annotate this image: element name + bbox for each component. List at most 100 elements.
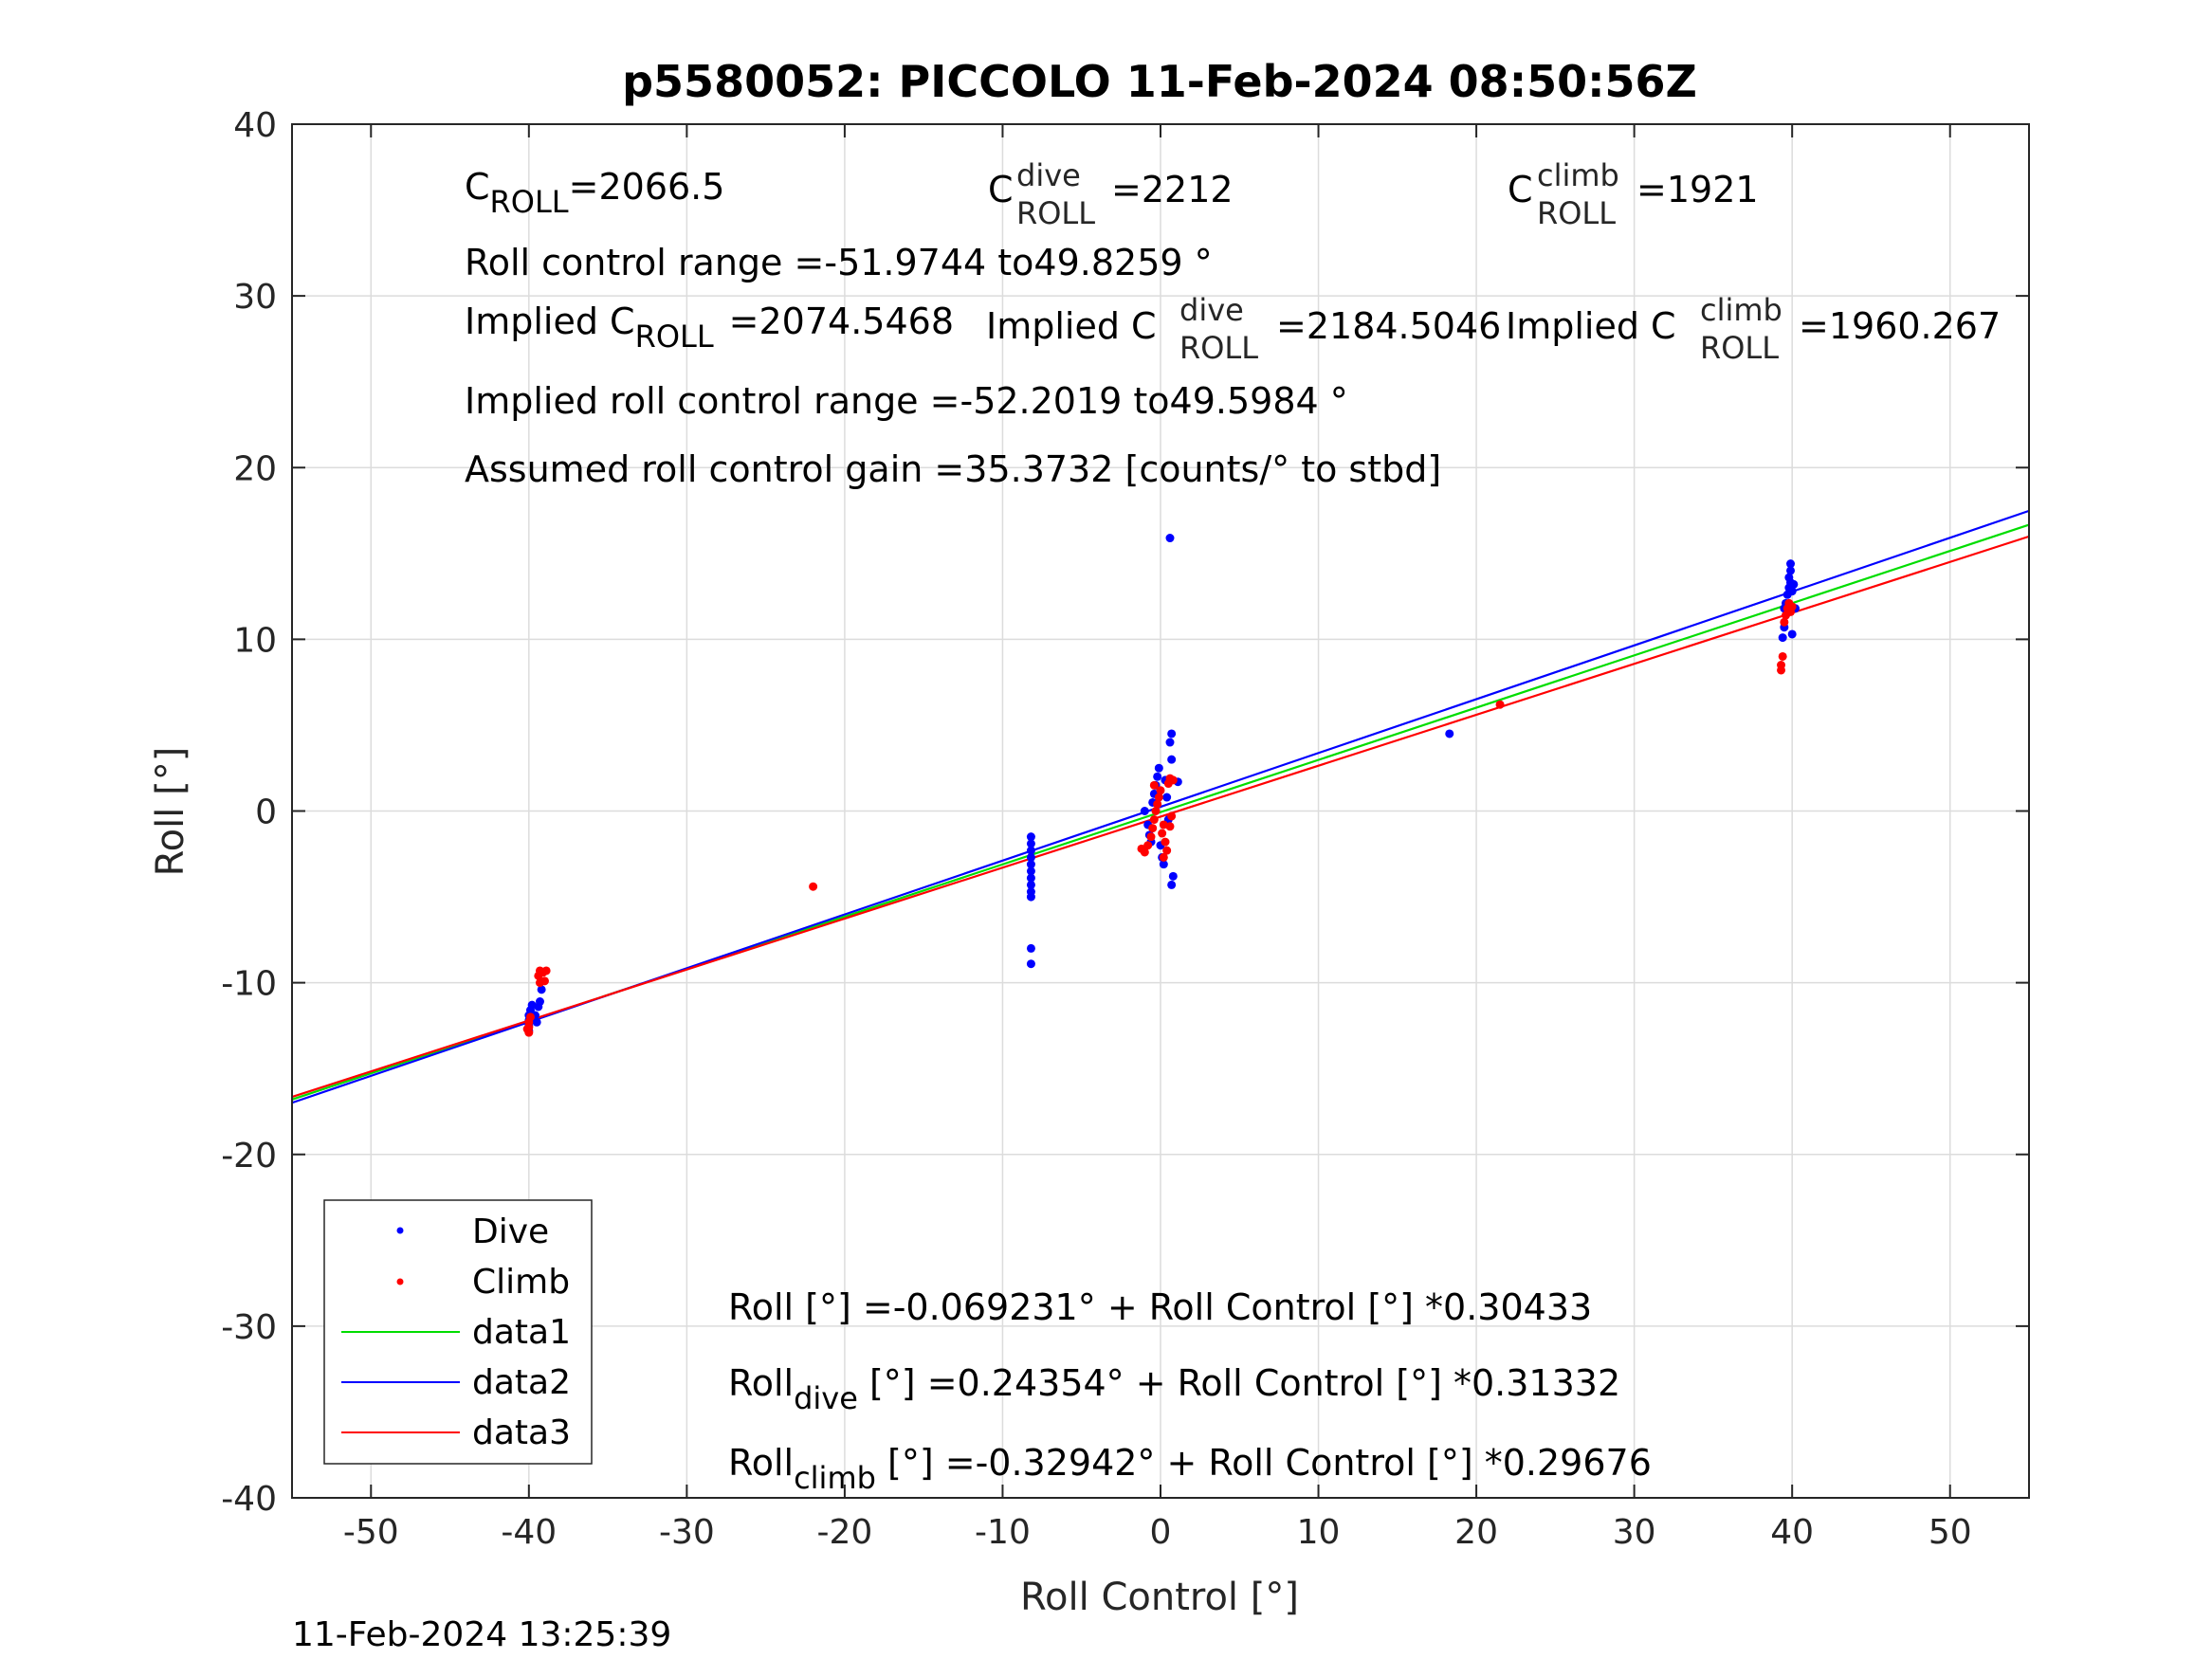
point-dive — [1786, 566, 1796, 575]
point-climb — [1148, 824, 1158, 833]
point-climb — [1161, 837, 1170, 847]
point-dive — [1026, 880, 1035, 889]
point-climb — [1778, 651, 1787, 661]
x-tick-label: 20 — [1454, 1513, 1498, 1552]
point-climb — [1151, 807, 1161, 815]
annotation-implied-c-roll-dive-sup: dive — [1179, 292, 1244, 328]
point-climb — [1149, 815, 1159, 825]
legend-climb-label: Climb — [472, 1263, 570, 1302]
point-dive — [1167, 880, 1177, 889]
x-tick-label: -20 — [817, 1513, 873, 1552]
point-dive — [1165, 534, 1175, 543]
point-dive — [1026, 892, 1035, 902]
point-climb — [1149, 780, 1159, 790]
point-climb — [1168, 775, 1178, 785]
annotation-c-roll: CROLL=2066.5 — [465, 166, 724, 220]
point-climb — [1162, 846, 1172, 855]
x-axis-label: Roll Control [°] — [1020, 1576, 1299, 1619]
point-dive — [1168, 871, 1178, 881]
annotation-implied-c-roll-dive-value: =2184.5046 — [1276, 305, 1501, 347]
point-climb — [1159, 852, 1168, 862]
point-dive — [1167, 755, 1177, 764]
timestamp: 11-Feb-2024 13:25:39 — [292, 1615, 671, 1654]
annotation-implied-range: Implied roll control range =-52.2019 to4… — [465, 380, 1348, 422]
data-points — [522, 534, 1801, 1037]
y-axis-label: Roll [°] — [149, 747, 192, 877]
annotation-c-roll-dive-value: =2212 — [1111, 169, 1234, 210]
x-tick-label: 50 — [1929, 1513, 1972, 1552]
point-climb — [1167, 811, 1177, 821]
annotation-implied-c-roll-dive-sub: ROLL — [1179, 330, 1258, 366]
point-climb — [1143, 841, 1153, 850]
x-tick-label: 40 — [1770, 1513, 1814, 1552]
point-climb — [1146, 832, 1156, 842]
point-dive — [1786, 559, 1796, 569]
point-dive — [1787, 587, 1797, 596]
y-tick-label: -30 — [221, 1308, 277, 1347]
annotation-c-roll-dive: C — [988, 169, 1014, 210]
point-dive — [1153, 772, 1162, 781]
y-tick-label: 40 — [233, 106, 277, 145]
point-dive — [1154, 763, 1163, 773]
annotation-implied-c-roll-dive: Implied C — [986, 305, 1157, 347]
legend-climb-marker — [396, 1278, 404, 1285]
legend-dive-label: Dive — [472, 1212, 549, 1251]
annotations: CROLL=2066.5 C dive ROLL =2212 C climb R… — [465, 157, 2001, 1496]
legend-data3-label: data3 — [472, 1413, 571, 1452]
point-dive — [1789, 579, 1799, 589]
point-dive — [1026, 839, 1035, 848]
y-tick-label: -10 — [221, 965, 277, 1004]
x-tick-label: 30 — [1613, 1513, 1656, 1552]
point-dive — [1445, 729, 1454, 738]
point-dive — [1162, 793, 1172, 802]
annotation-fit-dive: Rolldive [°] =0.24354° + Roll Control [°… — [728, 1362, 1620, 1416]
annotation-fit-all: Roll [°] =-0.069231° + Roll Control [°] … — [728, 1286, 1592, 1328]
point-climb — [535, 978, 544, 988]
point-dive — [1167, 729, 1177, 738]
point-climb — [1777, 665, 1786, 675]
point-climb — [1154, 793, 1163, 802]
point-climb — [1780, 617, 1789, 627]
chart-title: p5580052: PICCOLO 11-Feb-2024 08:50:56Z — [622, 56, 1697, 107]
y-tick-label: 0 — [255, 793, 277, 832]
point-climb — [541, 966, 551, 975]
y-tick-label: 10 — [233, 621, 277, 660]
annotation-implied-c-roll-climb-sub: ROLL — [1700, 330, 1779, 366]
x-tick-label: -40 — [501, 1513, 557, 1552]
annotation-c-roll-dive-sup: dive — [1016, 157, 1081, 193]
annotation-gain: Assumed roll control gain =35.3732 [coun… — [465, 448, 1441, 490]
annotation-c-roll-dive-sub: ROLL — [1016, 195, 1095, 231]
point-dive — [532, 1017, 541, 1027]
point-dive — [1026, 852, 1035, 862]
annotation-implied-c-roll-climb: Implied C — [1506, 305, 1676, 347]
annotation-c-roll-climb-sup: climb — [1537, 157, 1619, 193]
annotation-fit-climb: Rollclimb [°] =-0.32942° + Roll Control … — [728, 1442, 1652, 1496]
annotation-c-roll-climb-sub: ROLL — [1537, 195, 1616, 231]
annotation-range: Roll control range =-51.9744 to49.8259 ° — [465, 242, 1213, 283]
point-climb — [525, 1012, 535, 1022]
y-tick-label: -20 — [221, 1137, 277, 1176]
y-tick-label: 30 — [233, 278, 277, 317]
point-dive — [1784, 573, 1794, 582]
point-dive — [1778, 633, 1787, 643]
point-dive — [537, 985, 546, 994]
y-tick-label: 20 — [233, 449, 277, 488]
point-climb — [1156, 786, 1165, 795]
legend-data1-label: data1 — [472, 1313, 571, 1352]
x-tick-label: -50 — [343, 1513, 399, 1552]
x-tick-label: -30 — [659, 1513, 715, 1552]
point-dive — [535, 997, 544, 1007]
point-climb — [1787, 602, 1797, 611]
point-dive — [1026, 860, 1035, 869]
annotation-implied-c-roll: Implied CROLL =2074.5468 — [465, 301, 954, 355]
point-dive — [1165, 738, 1175, 747]
series-line-data3 — [291, 535, 2030, 1099]
point-dive — [1026, 959, 1035, 969]
point-climb — [522, 1025, 532, 1034]
point-dive — [1140, 807, 1149, 815]
point-climb — [1158, 829, 1167, 838]
y-tick-label: -40 — [221, 1480, 277, 1519]
point-dive — [1026, 873, 1035, 883]
point-dive — [1026, 943, 1035, 953]
